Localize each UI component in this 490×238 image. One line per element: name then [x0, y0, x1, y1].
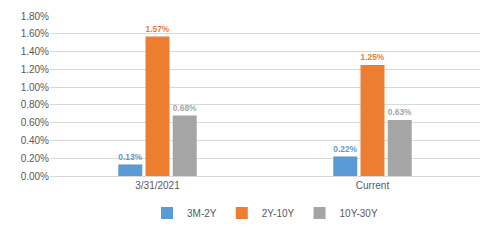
svg-text:0.20%: 0.20%	[21, 153, 49, 164]
svg-text:0.22%: 0.22%	[333, 144, 357, 154]
svg-text:Current: Current	[356, 180, 390, 191]
svg-text:0.80%: 0.80%	[21, 99, 49, 110]
svg-text:1.40%: 1.40%	[21, 46, 49, 57]
svg-text:1.80%: 1.80%	[21, 11, 49, 22]
svg-text:3M-2Y: 3M-2Y	[187, 208, 217, 219]
svg-text:1.00%: 1.00%	[21, 82, 49, 93]
svg-text:0.40%: 0.40%	[21, 135, 49, 146]
svg-text:0.00%: 0.00%	[21, 171, 49, 182]
svg-text:0.60%: 0.60%	[21, 117, 49, 128]
svg-text:2Y-10Y: 2Y-10Y	[262, 208, 295, 219]
svg-text:3/31/2021: 3/31/2021	[135, 180, 180, 191]
svg-text:1.57%: 1.57%	[146, 24, 170, 34]
svg-text:0.63%: 0.63%	[388, 107, 412, 117]
svg-text:1.60%: 1.60%	[21, 28, 49, 39]
svg-text:10Y-30Y: 10Y-30Y	[340, 208, 378, 219]
svg-text:0.13%: 0.13%	[118, 152, 142, 162]
svg-text:1.20%: 1.20%	[21, 64, 49, 75]
svg-text:0.68%: 0.68%	[173, 103, 197, 113]
svg-text:1.25%: 1.25%	[361, 52, 385, 62]
